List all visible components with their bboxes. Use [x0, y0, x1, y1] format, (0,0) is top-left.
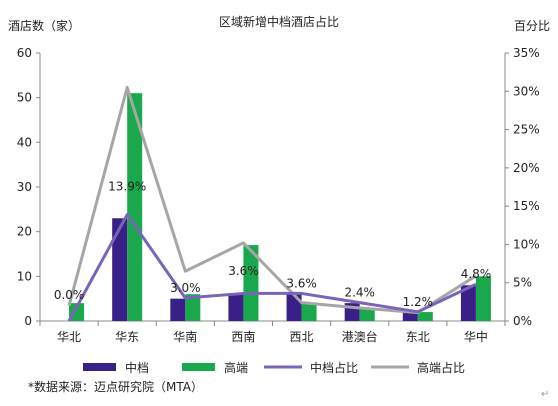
bar-中档	[112, 218, 128, 321]
chart-title: 区域新增中档酒店占比	[219, 14, 339, 29]
line-高端占比	[67, 85, 477, 315]
data-labels: 0.0% 13.9% 3.0% 3.6% 3.6% 2.4% 1.2% 4.8%	[54, 180, 491, 309]
x-tick-label: 华东	[115, 330, 139, 344]
x-tick-label: 东北	[406, 330, 430, 344]
bars	[69, 93, 491, 321]
bar-高端	[243, 245, 259, 321]
source-note: *数据来源：迈点研究院（MTA）	[28, 380, 203, 394]
x-tick-label: 西北	[290, 330, 314, 344]
data-label: 3.0%	[170, 281, 201, 295]
data-label: 3.6%	[286, 276, 317, 290]
lines	[67, 85, 477, 322]
bar-中档	[228, 294, 244, 321]
y-tick-label: 0	[24, 314, 32, 328]
bar-高端	[127, 93, 143, 321]
bar-高端	[475, 276, 491, 321]
y2-tick-label: 0%	[513, 314, 532, 328]
y2-tick-label: 20%	[513, 161, 540, 175]
legend-swatch	[182, 363, 215, 371]
y-tick-label: 30	[17, 180, 32, 194]
y-tick-label: 40	[17, 135, 32, 149]
x-tick-label: 华北	[57, 330, 81, 344]
y-tick-label: 20	[17, 225, 32, 239]
data-label: 13.9%	[108, 180, 146, 194]
data-label: 4.8%	[461, 267, 492, 281]
x-tick-label: 华南	[173, 329, 197, 344]
data-label: 1.2%	[403, 295, 434, 309]
y2-tick-label: 30%	[513, 84, 540, 98]
bar-高端	[417, 312, 433, 321]
axes: 0 10 20 30 40 50 60 0% 5% 10% 15% 20% 25% 30% 35% 华北 华东 华…	[17, 46, 540, 344]
line-中档占比	[67, 213, 477, 322]
y2-tick-label: 15%	[513, 199, 540, 213]
bar-高端	[359, 307, 375, 321]
data-label: 0.0%	[54, 288, 85, 302]
legend-label: 高端	[224, 360, 248, 375]
y-axis-title: 酒店数（家）	[8, 18, 80, 33]
data-label: 2.4%	[344, 286, 375, 300]
y2-tick-label: 25%	[513, 123, 540, 137]
legend-label: 高端占比	[417, 360, 465, 375]
bar-中档	[460, 285, 476, 321]
y-tick-label: 50	[17, 91, 32, 105]
y-tick-label: 10	[17, 269, 32, 283]
bar-中档	[170, 298, 186, 321]
legend-label: 中档占比	[310, 360, 358, 375]
y-tick-label: 60	[17, 46, 32, 60]
bar-中档	[402, 312, 418, 321]
x-tick-label: 华中	[464, 329, 488, 344]
legend: 中档 高端 中档占比 高端占比	[83, 360, 465, 375]
y2-axis-title: 百分比	[514, 19, 550, 33]
legend-swatch	[83, 363, 116, 371]
bar-高端	[301, 303, 317, 321]
return-mark: ↵	[541, 389, 550, 400]
legend-label: 中档	[125, 360, 149, 375]
x-tick-label: 港澳台	[342, 329, 378, 344]
y2-tick-label: 10%	[513, 237, 540, 251]
x-tick-label: 西南	[231, 329, 255, 344]
bar-高端	[185, 294, 201, 321]
y2-tick-label: 35%	[513, 46, 540, 60]
y2-tick-label: 5%	[513, 276, 532, 290]
data-label: 3.6%	[228, 264, 259, 278]
